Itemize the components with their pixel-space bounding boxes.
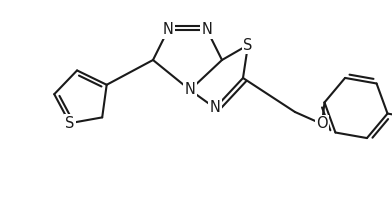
Text: N: N (185, 83, 196, 98)
Text: N: N (210, 100, 220, 115)
Text: N: N (201, 22, 212, 37)
Text: N: N (163, 22, 173, 37)
Text: O: O (316, 116, 328, 131)
Text: S: S (243, 37, 253, 52)
Text: S: S (65, 116, 74, 131)
